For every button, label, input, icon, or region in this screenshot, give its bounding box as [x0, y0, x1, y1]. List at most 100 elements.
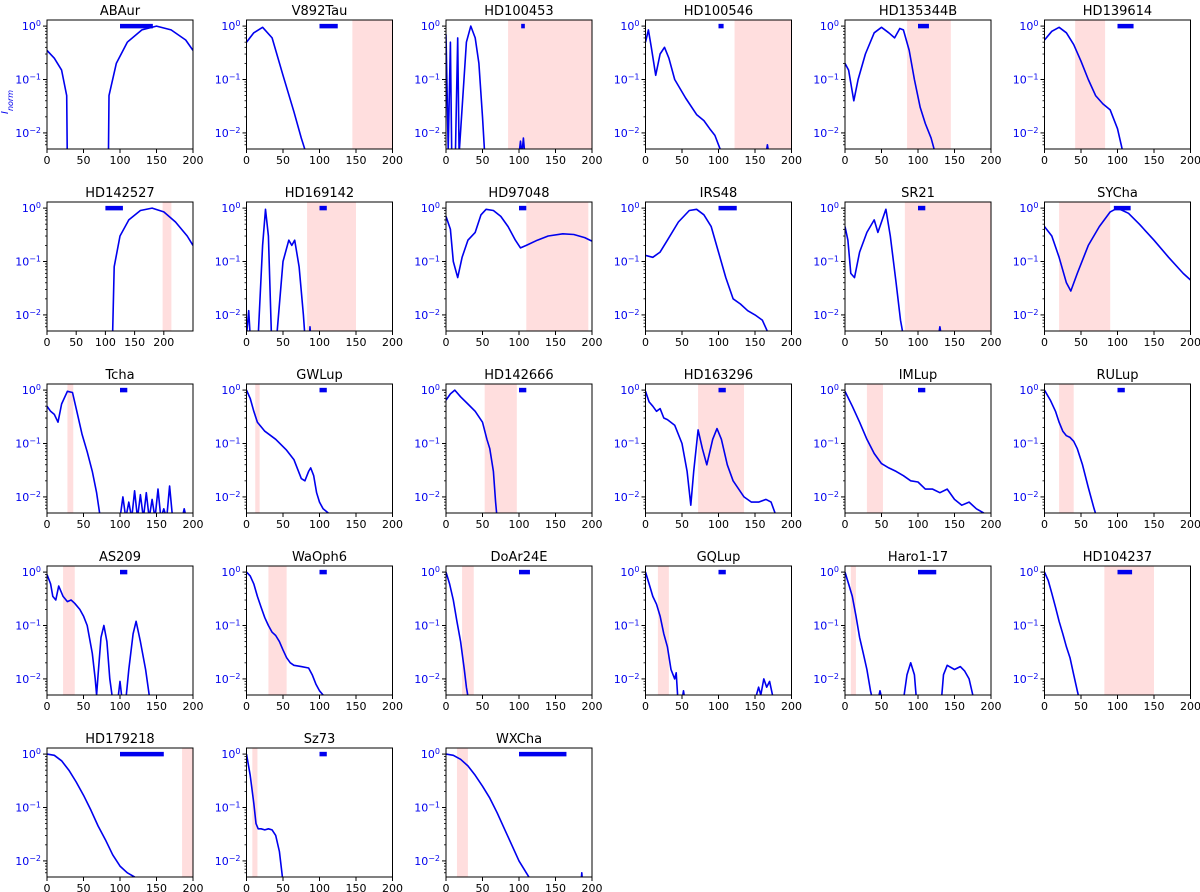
x-tick-label: 150 [545, 700, 566, 713]
y-tick-label: 10−1 [614, 254, 640, 269]
x-tick-label: 200 [183, 882, 204, 892]
panel-title: ABAur [100, 4, 141, 19]
x-tick-label: 50 [476, 700, 490, 713]
panel-gwlup: 0 50 100 150 200 100 10−1 10−2 GWLup [215, 368, 403, 531]
y-tick-label: 100 [221, 747, 240, 762]
y-tick-label: 10−1 [1013, 72, 1039, 87]
shaded-band [352, 20, 393, 149]
panel-sz73: 0 50 100 150 200 100 10−1 10−2 Sz73 [215, 732, 403, 892]
panel-title: HD179218 [85, 732, 154, 747]
panel-v892tau: 0 50 100 150 200 100 10−1 10−2 V892Tau [215, 4, 403, 167]
panel-frame [46, 19, 194, 150]
y-tick-label: 10−1 [1013, 436, 1039, 451]
x-tick-label: 50 [675, 336, 689, 349]
y-tick-label: 10−2 [414, 125, 440, 140]
panel-title: Tcha [104, 368, 134, 383]
profile-curve [682, 690, 685, 695]
profile-curve [107, 25, 193, 149]
y-tick-label: 100 [221, 565, 240, 580]
y-tick-label: 10−1 [414, 254, 440, 269]
x-tick-label: 100 [908, 518, 929, 531]
x-tick-label: 150 [346, 518, 367, 531]
x-tick-label: 150 [146, 154, 167, 167]
x-tick-label: 100 [708, 336, 729, 349]
y-tick-label: 100 [820, 565, 839, 580]
y-tick-label: 10−1 [414, 618, 440, 633]
panel-hd142527: 0 50 100 150 200 100 10−1 10−2 HD142527 [15, 186, 194, 349]
x-tick-label: 150 [124, 336, 145, 349]
x-tick-label: 100 [1107, 336, 1128, 349]
shaded-band [850, 566, 856, 695]
x-tick-label: 0 [243, 154, 250, 167]
profile-curve [1044, 207, 1191, 292]
x-tick-label: 200 [382, 336, 403, 349]
y-tick-label: 10−2 [215, 671, 241, 686]
x-tick-label: 200 [382, 518, 403, 531]
panel-title: WaOph6 [292, 550, 347, 565]
y-tick-label: 10−2 [1013, 125, 1039, 140]
profile-curve [446, 571, 469, 695]
y-tick-label: 100 [620, 19, 639, 34]
x-tick-label: 150 [146, 518, 167, 531]
profile-curve [47, 753, 136, 877]
x-tick-label: 0 [243, 518, 250, 531]
y-tick-label: 100 [421, 19, 440, 34]
y-tick-label: 100 [421, 383, 440, 398]
x-tick-label: 200 [1180, 518, 1200, 531]
x-tick-label: 200 [183, 154, 204, 167]
panel-title: Sz73 [304, 732, 336, 747]
x-tick-label: 100 [1107, 154, 1128, 167]
shaded-band [307, 202, 356, 331]
x-tick-label: 50 [675, 154, 689, 167]
panel-frame [246, 383, 393, 514]
x-tick-label: 0 [642, 154, 649, 167]
x-tick-label: 100 [309, 700, 330, 713]
y-tick-label: 100 [221, 201, 240, 216]
y-tick-label: 10−1 [215, 72, 241, 87]
x-tick-label: 100 [708, 154, 729, 167]
x-tick-label: 0 [443, 518, 450, 531]
shaded-band [182, 748, 193, 877]
x-tick-label: 0 [642, 518, 649, 531]
y-tick-label: 10−1 [15, 254, 41, 269]
y-tick-label: 10−1 [414, 436, 440, 451]
y-tick-label: 10−2 [15, 853, 41, 868]
y-tick-label: 10−2 [414, 853, 440, 868]
y-tick-label: 10−2 [414, 307, 440, 322]
shaded-band [526, 202, 589, 331]
panel-title: HD142666 [484, 368, 553, 383]
panel-hd100453: 0 50 100 150 200 100 10−1 10−2 HD100453 [414, 4, 602, 167]
panel-abaur: 0 50 100 150 200 100 10−1 10−2 ABAur [15, 4, 204, 167]
panel-waoph6: 0 50 100 150 200 100 10−1 10−2 WaOph6 [215, 550, 403, 713]
x-tick-label: 0 [44, 518, 51, 531]
x-tick-label: 200 [382, 154, 403, 167]
x-tick-label: 100 [309, 882, 330, 892]
y-tick-label: 10−2 [15, 125, 41, 140]
x-tick-label: 100 [110, 700, 131, 713]
y-tick-label: 10−1 [215, 800, 241, 815]
x-tick-label: 150 [545, 518, 566, 531]
x-tick-label: 100 [309, 518, 330, 531]
x-tick-label: 0 [443, 882, 450, 892]
panel-hd139614: 0 50 100 150 200 100 10−1 10−2 HD139614 [1013, 4, 1200, 167]
profile-curve [125, 620, 151, 695]
y-tick-label: 10−1 [813, 254, 839, 269]
shaded-band [268, 566, 287, 695]
x-tick-label: 150 [146, 882, 167, 892]
y-tick-label: 100 [1019, 19, 1038, 34]
panel-rulup: 0 50 100 150 200 100 10−1 10−2 RULup [1013, 368, 1200, 531]
x-tick-label: 150 [944, 518, 965, 531]
x-tick-label: 150 [944, 336, 965, 349]
profile-curve [1044, 571, 1080, 695]
x-tick-label: 150 [745, 518, 766, 531]
profile-curve [47, 390, 101, 513]
y-tick-label: 10−2 [1013, 671, 1039, 686]
panel-frame [246, 747, 393, 878]
y-tick-label: 10−2 [215, 125, 241, 140]
profile-curve [308, 326, 312, 331]
x-tick-label: 200 [382, 882, 403, 892]
y-tick-label: 10−1 [215, 254, 241, 269]
x-tick-label: 150 [1144, 518, 1165, 531]
x-tick-label: 0 [1041, 518, 1048, 531]
